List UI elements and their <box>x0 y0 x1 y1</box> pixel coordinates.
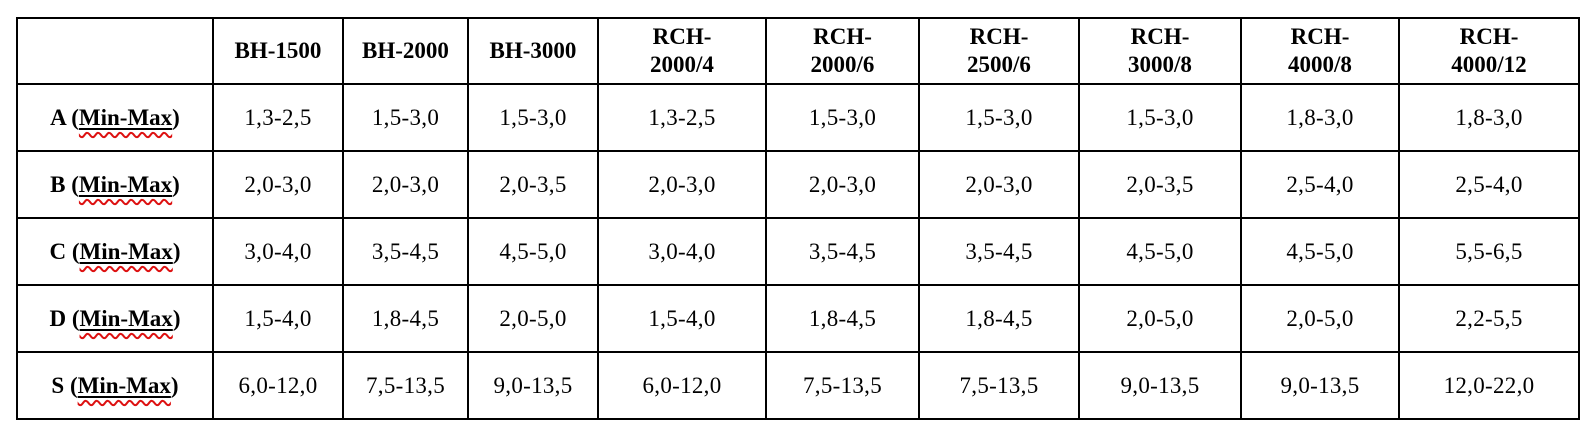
cell-s-bh-1500: 6,0-12,0 <box>212 351 344 420</box>
cell-b-rch-2000-6: 2,0-3,0 <box>765 150 920 219</box>
cell-b-rch-4000-8: 2,5-4,0 <box>1240 150 1400 219</box>
cell-c-rch-3000-8: 4,5-5,0 <box>1078 217 1242 286</box>
row-label-text: C ( <box>49 238 80 264</box>
cell-b-rch-2500-6: 2,0-3,0 <box>918 150 1080 219</box>
row-label-d: D (Min-Max) <box>16 284 214 353</box>
header-cell-rch-3000-8: RCH- 3000/8 <box>1078 17 1242 85</box>
cell-d-rch-2500-6: 1,8-4,5 <box>918 284 1080 353</box>
cell-a-bh-2000: 1,5-3,0 <box>342 83 469 152</box>
row-label-c: C (Min-Max) <box>16 217 214 286</box>
header-cell-bh-3000: BH-3000 <box>467 17 599 85</box>
cell-d-rch-3000-8: 2,0-5,0 <box>1078 284 1242 353</box>
cell-d-bh-1500: 1,5-4,0 <box>212 284 344 353</box>
cell-c-rch-4000-12: 5,5-6,5 <box>1398 217 1580 286</box>
min-max-underlined: Min-Max <box>78 373 171 398</box>
row-label-text: ) <box>172 305 181 331</box>
cell-s-rch-3000-8: 9,0-13,5 <box>1078 351 1242 420</box>
cell-b-bh-1500: 2,0-3,0 <box>212 150 344 219</box>
min-max-underlined: Min-Max <box>79 172 172 197</box>
table-row-s: S (Min-Max) 6,0-12,0 7,5-13,5 9,0-13,5 6… <box>16 351 1580 420</box>
cell-a-bh-3000: 1,5-3,0 <box>467 83 599 152</box>
cell-b-rch-4000-12: 2,5-4,0 <box>1398 150 1580 219</box>
row-label-text: ) <box>172 238 181 264</box>
cell-c-bh-3000: 4,5-5,0 <box>467 217 599 286</box>
cell-a-rch-2000-6: 1,5-3,0 <box>765 83 920 152</box>
cell-c-rch-2500-6: 3,5-4,5 <box>918 217 1080 286</box>
row-label-a: A (Min-Max) <box>16 83 214 152</box>
cell-d-rch-4000-12: 2,2-5,5 <box>1398 284 1580 353</box>
min-max-underlined: Min-Max <box>80 306 173 331</box>
cell-b-bh-3000: 2,0-3,5 <box>467 150 599 219</box>
spellcheck-squiggle: Min-Max <box>78 171 173 197</box>
header-cell-bh-2000: BH-2000 <box>342 17 469 85</box>
cell-s-bh-3000: 9,0-13,5 <box>467 351 599 420</box>
row-label-text: ) <box>172 171 180 197</box>
cell-a-rch-4000-8: 1,8-3,0 <box>1240 83 1400 152</box>
spellcheck-squiggle: Min-Max <box>79 305 173 331</box>
cell-a-bh-1500: 1,3-2,5 <box>212 83 344 152</box>
cell-b-bh-2000: 2,0-3,0 <box>342 150 469 219</box>
cell-a-rch-2000-4: 1,3-2,5 <box>597 83 767 152</box>
min-max-underlined: Min-Max <box>80 239 173 264</box>
cell-s-rch-2000-4: 6,0-12,0 <box>597 351 767 420</box>
header-cell-bh-1500: BH-1500 <box>212 17 344 85</box>
cell-s-rch-4000-12: 12,0-22,0 <box>1398 351 1580 420</box>
row-label-text: ) <box>170 372 179 398</box>
cell-d-bh-3000: 2,0-5,0 <box>467 284 599 353</box>
row-label-s: S (Min-Max) <box>16 351 214 420</box>
row-label-text: ) <box>172 104 180 130</box>
row-label-text: B ( <box>50 171 79 197</box>
table-row-d: D (Min-Max) 1,5-4,0 1,8-4,5 2,0-5,0 1,5-… <box>16 284 1580 353</box>
cell-s-bh-2000: 7,5-13,5 <box>342 351 469 420</box>
cell-a-rch-2500-6: 1,5-3,0 <box>918 83 1080 152</box>
cell-d-rch-2000-6: 1,8-4,5 <box>765 284 920 353</box>
table-row-c: C (Min-Max) 3,0-4,0 3,5-4,5 4,5-5,0 3,0-… <box>16 217 1580 286</box>
spec-table: BH-1500 BH-2000 BH-3000 RCH- 2000/4 RCH-… <box>16 17 1580 420</box>
row-label-text: S ( <box>51 372 78 398</box>
cell-c-bh-1500: 3,0-4,0 <box>212 217 344 286</box>
spellcheck-squiggle: Min-Max <box>78 104 173 130</box>
cell-d-bh-2000: 1,8-4,5 <box>342 284 469 353</box>
spellcheck-squiggle: Min-Max <box>79 238 173 264</box>
header-cell-rch-4000-12: RCH- 4000/12 <box>1398 17 1580 85</box>
row-label-text: A ( <box>50 104 79 130</box>
row-label-b: B (Min-Max) <box>16 150 214 219</box>
header-cell-rch-2500-6: RCH- 2500/6 <box>918 17 1080 85</box>
cell-s-rch-4000-8: 9,0-13,5 <box>1240 351 1400 420</box>
header-cell-rch-2000-6: RCH- 2000/6 <box>765 17 920 85</box>
spellcheck-squiggle: Min-Max <box>77 372 171 398</box>
cell-a-rch-3000-8: 1,5-3,0 <box>1078 83 1242 152</box>
table-header-row: BH-1500 BH-2000 BH-3000 RCH- 2000/4 RCH-… <box>16 17 1580 85</box>
table-row-a: A (Min-Max) 1,3-2,5 1,5-3,0 1,5-3,0 1,3-… <box>16 83 1580 152</box>
cell-c-rch-2000-6: 3,5-4,5 <box>765 217 920 286</box>
header-cell-rch-4000-8: RCH- 4000/8 <box>1240 17 1400 85</box>
cell-s-rch-2500-6: 7,5-13,5 <box>918 351 1080 420</box>
cell-d-rch-2000-4: 1,5-4,0 <box>597 284 767 353</box>
cell-a-rch-4000-12: 1,8-3,0 <box>1398 83 1580 152</box>
cell-s-rch-2000-6: 7,5-13,5 <box>765 351 920 420</box>
cell-c-rch-4000-8: 4,5-5,0 <box>1240 217 1400 286</box>
min-max-underlined: Min-Max <box>79 105 172 130</box>
cell-c-rch-2000-4: 3,0-4,0 <box>597 217 767 286</box>
cell-b-rch-3000-8: 2,0-3,5 <box>1078 150 1242 219</box>
cell-d-rch-4000-8: 2,0-5,0 <box>1240 284 1400 353</box>
cell-b-rch-2000-4: 2,0-3,0 <box>597 150 767 219</box>
table-row-b: B (Min-Max) 2,0-3,0 2,0-3,0 2,0-3,5 2,0-… <box>16 150 1580 219</box>
row-label-text: D ( <box>49 305 80 331</box>
cell-c-bh-2000: 3,5-4,5 <box>342 217 469 286</box>
header-cell-rch-2000-4: RCH- 2000/4 <box>597 17 767 85</box>
header-cell-empty <box>16 17 214 85</box>
